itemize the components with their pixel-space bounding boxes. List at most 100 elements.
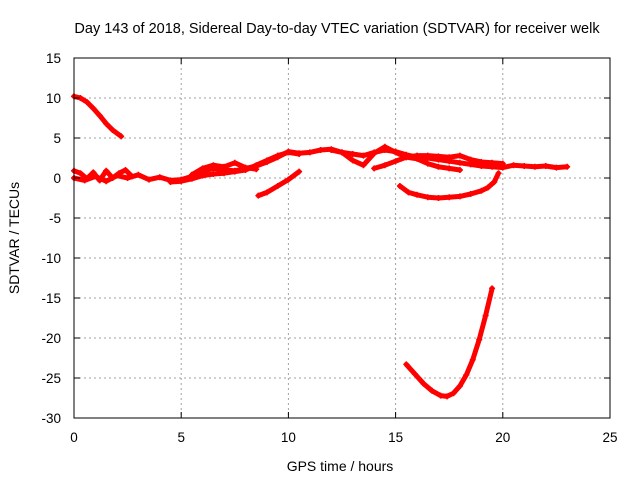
data-point xyxy=(521,163,528,169)
data-point xyxy=(456,383,463,389)
data-point xyxy=(435,163,442,170)
y-tick-label: 5 xyxy=(53,131,61,146)
data-point xyxy=(381,162,388,169)
data-point xyxy=(491,179,498,185)
data-point xyxy=(199,172,206,179)
data-point xyxy=(564,163,571,170)
series-arc-4-points xyxy=(167,149,303,185)
data-point xyxy=(456,159,463,166)
data-point xyxy=(469,356,476,363)
data-point xyxy=(113,172,120,179)
data-point xyxy=(371,150,378,157)
data-point xyxy=(77,170,84,177)
data-point xyxy=(92,173,99,180)
data-point xyxy=(296,168,303,175)
data-point xyxy=(450,390,457,397)
data-point xyxy=(489,285,496,292)
data-point xyxy=(495,170,502,177)
data-point xyxy=(510,162,517,169)
data-point xyxy=(255,192,262,199)
data-point xyxy=(553,164,560,171)
y-tick-label: -15 xyxy=(41,291,61,306)
data-point xyxy=(396,183,403,189)
data-point xyxy=(231,159,238,166)
data-point xyxy=(296,151,303,157)
data-point xyxy=(188,171,195,178)
data-point xyxy=(392,158,399,165)
series-arc-7-points xyxy=(328,143,463,173)
data-point xyxy=(531,163,538,170)
y-tick-label: -20 xyxy=(41,331,61,346)
series-arc-6-points xyxy=(255,168,303,199)
data-point xyxy=(478,187,485,194)
data-point xyxy=(403,154,410,161)
data-point xyxy=(339,149,345,156)
data-point xyxy=(242,164,249,171)
x-tick-label: 0 xyxy=(70,430,78,445)
data-point xyxy=(103,120,110,127)
data-point xyxy=(210,171,217,177)
data-point xyxy=(435,195,442,201)
series-arc-1-points xyxy=(71,93,125,140)
data-point xyxy=(437,392,444,399)
data-point xyxy=(414,191,421,198)
axis-ticks: 0 5 10 15 20 25 15 10 5 0 -5 -10 -15 -20 -25 -30 xyxy=(41,51,617,445)
series-arc-5-points xyxy=(188,159,260,178)
data-point xyxy=(263,189,270,196)
data-point xyxy=(467,191,474,197)
data-point xyxy=(199,165,206,172)
data-point xyxy=(285,149,292,156)
data-point xyxy=(476,336,483,343)
data-point xyxy=(274,183,281,189)
data-point xyxy=(96,112,103,119)
data-point xyxy=(484,184,491,191)
data-point xyxy=(381,143,388,150)
plot-frame xyxy=(73,57,611,419)
chart-title: Day 143 of 2018, Sidereal Day-to-day VTE… xyxy=(74,21,600,37)
data-point xyxy=(231,168,238,175)
data-point xyxy=(467,156,474,163)
data-point xyxy=(306,149,313,156)
data-point xyxy=(446,194,453,201)
data-point xyxy=(482,312,489,319)
data-point xyxy=(103,167,110,174)
data-point xyxy=(118,133,125,140)
data-point xyxy=(83,99,90,105)
x-tick-label: 25 xyxy=(602,430,617,445)
data-point xyxy=(478,159,485,165)
data-point xyxy=(444,393,451,400)
y-tick-label: 15 xyxy=(46,51,61,66)
data-point xyxy=(109,127,116,133)
data-point xyxy=(403,361,410,368)
data-point xyxy=(90,169,97,176)
data-point xyxy=(414,152,421,159)
data-point xyxy=(135,171,142,178)
data-point xyxy=(463,371,470,378)
series-arc-8-points xyxy=(371,152,506,172)
data-point xyxy=(499,160,506,167)
data-point xyxy=(221,163,228,170)
data-point xyxy=(285,176,292,183)
data-point xyxy=(90,105,97,112)
data-point xyxy=(122,167,129,173)
series-arc-10-points xyxy=(403,285,496,400)
x-tick-label: 5 xyxy=(177,430,185,445)
data-point xyxy=(178,178,185,185)
data-point xyxy=(328,147,335,153)
x-axis-label: GPS time / hours xyxy=(287,458,394,474)
data-point xyxy=(146,176,153,183)
data-point xyxy=(274,152,281,159)
x-tick-label: 10 xyxy=(281,430,296,445)
data-point xyxy=(167,179,174,185)
y-tick-label: 0 xyxy=(53,171,61,186)
data-point xyxy=(210,162,217,169)
data-point xyxy=(489,159,496,166)
data-point xyxy=(446,165,453,172)
data-point xyxy=(405,189,412,196)
data-point xyxy=(435,153,442,160)
data-point xyxy=(221,170,228,177)
data-point xyxy=(420,380,427,387)
y-tick-label: -10 xyxy=(41,251,61,266)
y-tick-label: -25 xyxy=(41,371,61,386)
